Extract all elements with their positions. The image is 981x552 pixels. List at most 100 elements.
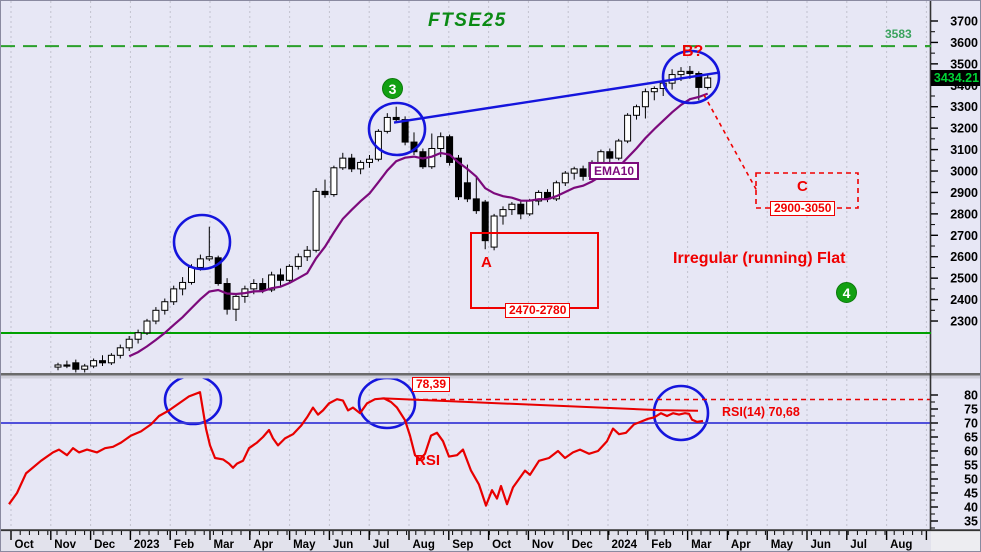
pattern-annotation[interactable]: Irregular (running) Flat bbox=[673, 250, 846, 267]
candle-bullish bbox=[134, 332, 142, 340]
candle-bullish bbox=[508, 203, 516, 211]
candle-bullish bbox=[268, 274, 276, 291]
price-axis-label: 3500 bbox=[950, 57, 978, 71]
candle-bearish bbox=[223, 283, 231, 310]
candle-bullish bbox=[499, 209, 507, 217]
candle-bullish bbox=[357, 161, 365, 170]
candle-bearish bbox=[517, 203, 525, 215]
candle-bearish bbox=[392, 116, 400, 121]
candle-bullish bbox=[339, 157, 347, 169]
rsi-axis-label: 60 bbox=[964, 445, 978, 459]
candle-bearish bbox=[401, 119, 409, 143]
month-label: Jul bbox=[850, 539, 867, 551]
candle-bullish bbox=[330, 167, 338, 196]
wave-3-badge[interactable]: 3 bbox=[382, 78, 403, 99]
month-label: Oct bbox=[15, 539, 34, 551]
wave-a-label[interactable]: A bbox=[481, 254, 492, 271]
ema-indicator-label[interactable]: EMA10 bbox=[589, 162, 640, 180]
current-price-tag: 3434.21 bbox=[931, 70, 980, 86]
rsi-divergence-line[interactable] bbox=[383, 397, 699, 412]
candle-bullish bbox=[205, 256, 213, 260]
candle-bearish bbox=[321, 190, 329, 196]
wave-c-label[interactable]: C bbox=[797, 178, 808, 195]
candle-bullish bbox=[116, 347, 124, 356]
month-label: Nov bbox=[532, 539, 554, 551]
candle-bearish bbox=[606, 151, 614, 159]
highlight-ellipse[interactable] bbox=[661, 49, 721, 105]
candle-bearish bbox=[259, 283, 267, 291]
month-label: May bbox=[771, 539, 794, 551]
resistance-price-label[interactable]: 3583 bbox=[885, 27, 912, 41]
candle-bullish bbox=[677, 70, 685, 76]
rsi-axis-label: 65 bbox=[964, 431, 978, 445]
month-label: Sep bbox=[452, 539, 473, 551]
rsi-axis-label: 35 bbox=[964, 515, 978, 529]
zone-c-price-range[interactable]: 2900-3050 bbox=[770, 201, 836, 216]
highlight-ellipse[interactable] bbox=[367, 101, 427, 157]
candle-bullish bbox=[570, 168, 578, 174]
candle-bearish bbox=[214, 257, 222, 285]
candle-bullish bbox=[561, 172, 569, 184]
candle-bullish bbox=[615, 140, 623, 159]
time-axis-strip bbox=[1, 531, 980, 551]
candle-bearish bbox=[481, 201, 489, 242]
rsi-panel-label: RSI bbox=[415, 452, 441, 469]
price-axis-label: 2600 bbox=[950, 250, 978, 264]
candle-bullish bbox=[650, 88, 658, 93]
rsi-line bbox=[8, 391, 704, 507]
candle-bullish bbox=[107, 354, 115, 364]
panel-separator bbox=[1, 373, 980, 376]
month-label: Dec bbox=[572, 539, 594, 551]
candle-bullish bbox=[188, 266, 195, 283]
price-axis-label: 2900 bbox=[950, 186, 978, 200]
price-axis-label: 3600 bbox=[950, 36, 978, 50]
month-label: Jun bbox=[811, 539, 831, 551]
candle-bullish bbox=[179, 281, 187, 290]
candle-bullish bbox=[552, 182, 560, 200]
candle-bullish bbox=[597, 151, 605, 163]
zone-a-price-range[interactable]: 2470-2780 bbox=[505, 303, 571, 318]
candle-bullish bbox=[383, 116, 391, 132]
price-axis-label: 2300 bbox=[950, 315, 978, 329]
candle-bullish bbox=[624, 114, 632, 142]
price-axis-label: 3300 bbox=[950, 100, 978, 114]
rsi-axis-label: 80 bbox=[964, 389, 978, 403]
highlight-ellipse[interactable] bbox=[172, 213, 232, 271]
highlight-ellipse[interactable] bbox=[652, 384, 710, 442]
candle-bearish bbox=[63, 364, 71, 367]
month-label: Mar bbox=[214, 539, 235, 551]
price-axis-label: 2400 bbox=[950, 293, 978, 307]
zone-c-box[interactable] bbox=[755, 172, 859, 209]
rsi-peak-label[interactable]: 78,39 bbox=[412, 377, 451, 392]
candle-bullish bbox=[633, 106, 640, 116]
rsi-value-readout[interactable]: RSI(14) 70,68 bbox=[722, 405, 800, 419]
rsi-axis-label: 55 bbox=[964, 459, 978, 473]
rsi-axis-label: 50 bbox=[964, 473, 978, 487]
trendline[interactable] bbox=[393, 71, 721, 124]
wave-4-badge[interactable]: 4 bbox=[836, 282, 857, 303]
rsi-axis-label: 40 bbox=[964, 501, 978, 515]
candle-bullish bbox=[535, 191, 543, 202]
month-label: Nov bbox=[54, 539, 76, 551]
rsi-axis-label: 45 bbox=[964, 487, 978, 501]
candle-bullish bbox=[54, 364, 62, 368]
price-axis-label: 3700 bbox=[950, 15, 978, 29]
month-label: Jun bbox=[333, 539, 353, 551]
rsi-axis-label: 70 bbox=[964, 417, 978, 431]
price-axis-label: 2800 bbox=[950, 207, 978, 221]
month-label: Oct bbox=[492, 539, 511, 551]
candle-bullish bbox=[366, 158, 373, 163]
candle-bullish bbox=[232, 295, 240, 310]
candle-bullish bbox=[641, 91, 649, 108]
projection-dashed-line[interactable] bbox=[703, 94, 758, 192]
wave-b-label[interactable]: B? bbox=[682, 43, 704, 60]
price-axis-label: 2500 bbox=[950, 272, 978, 286]
candle-bullish bbox=[125, 338, 133, 349]
panel-separator-shadow bbox=[1, 375, 980, 379]
candle-bearish bbox=[472, 198, 480, 212]
price-axis-label: 2700 bbox=[950, 229, 978, 243]
candle-bearish bbox=[579, 168, 587, 177]
candle-bearish bbox=[455, 157, 462, 198]
